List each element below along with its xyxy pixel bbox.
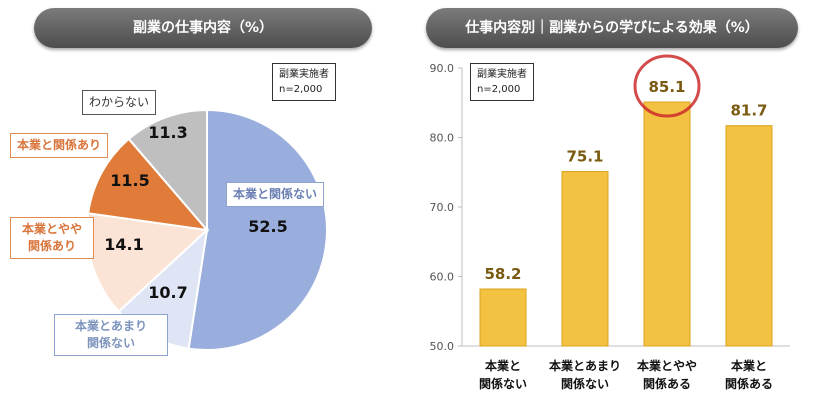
bar-2 — [643, 101, 691, 347]
bar-3 — [725, 125, 773, 347]
category-label-3: 関係ある — [725, 376, 773, 391]
pie-value-related: 11.5 — [110, 171, 149, 190]
pie-label-related: 本業と関係あり — [10, 133, 109, 158]
pie-value-slightly-unrelated: 10.7 — [148, 283, 187, 302]
bar-title: 仕事内容別｜副業からの学びによる効果（%） — [426, 8, 798, 48]
category-label-2: 本業とやや — [637, 358, 697, 373]
pie-label-somewhat-related: 本業とやや 関係あり — [10, 217, 94, 259]
bar-0 — [479, 288, 527, 347]
category-label-0: 本業と — [485, 358, 521, 373]
category-label-1: 関係ない — [561, 376, 609, 391]
pie-value-somewhat-related: 14.1 — [104, 235, 143, 254]
y-tick-label: 50.0 — [430, 340, 455, 353]
category-label-0: 関係ない — [479, 376, 527, 391]
bar-note-line-2: n=2,000 — [477, 84, 521, 95]
bar-1 — [561, 171, 609, 347]
category-label-3: 本業と — [731, 358, 767, 373]
pie-sample-note: 副業実施者 n=2,000 — [272, 63, 336, 101]
pie-note-line-1: 副業実施者 — [279, 69, 329, 80]
pie-slice-unrelated — [187, 108, 328, 351]
pie-label-unrelated: 本業と関係ない — [226, 182, 325, 207]
pie-title: 副業の仕事内容（%） — [34, 8, 372, 48]
pie-note-line-2: n=2,000 — [279, 84, 323, 95]
bar-value-label-0: 58.2 — [484, 265, 521, 283]
highlight-circle — [633, 54, 701, 118]
y-tick-label: 70.0 — [430, 201, 455, 214]
pie-value-unknown: 11.3 — [148, 123, 187, 142]
pie-value-unrelated: 52.5 — [248, 217, 287, 236]
pie-label-slightly-unrelated: 本業とあまり 関係ない — [54, 314, 168, 356]
y-tick-label: 80.0 — [430, 132, 455, 145]
category-label-2: 関係ある — [643, 376, 691, 391]
bar-value-label-1: 75.1 — [566, 148, 603, 166]
bar-sample-note: 副業実施者 n=2,000 — [470, 63, 534, 101]
pie-slice-unknown — [127, 108, 208, 233]
y-tick-label: 90.0 — [430, 62, 455, 75]
bar-value-label-3: 81.7 — [730, 102, 767, 120]
bar-value-label-2: 85.1 — [648, 78, 685, 96]
bar-note-line-1: 副業実施者 — [477, 69, 527, 80]
category-label-1: 本業とあまり — [549, 358, 621, 373]
pie-slice-somewhat-related — [86, 212, 210, 313]
y-tick-label: 60.0 — [430, 271, 455, 284]
pie-label-unknown: わからない — [82, 90, 157, 115]
